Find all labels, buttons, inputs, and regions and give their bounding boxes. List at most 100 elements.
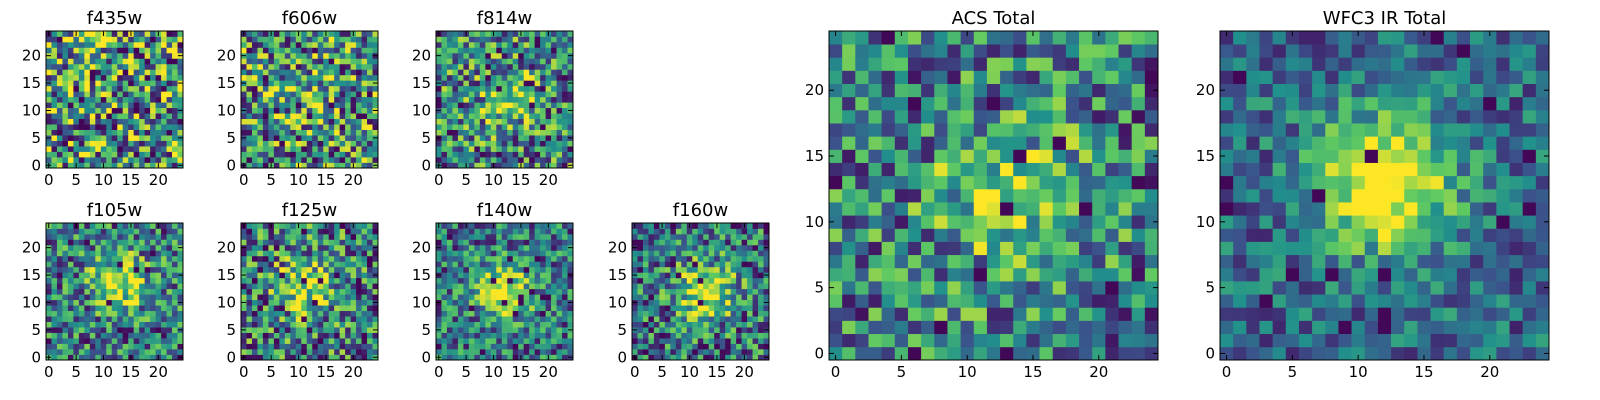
heatmap-cell — [642, 299, 649, 306]
heatmap-cell — [301, 343, 308, 350]
heatmap-cell — [1118, 202, 1133, 216]
heatmap-cell — [736, 310, 742, 317]
heatmap-cell — [534, 250, 541, 257]
heatmap-cell — [334, 321, 340, 328]
heatmap-cell — [452, 135, 459, 141]
heatmap-cell — [273, 261, 280, 268]
heatmap-cell — [268, 299, 275, 306]
heatmap-cell — [290, 266, 297, 273]
heatmap-cell — [306, 288, 313, 295]
heatmap-cell — [128, 244, 135, 251]
heatmap-cell — [166, 52, 173, 59]
heatmap-cell — [241, 118, 247, 125]
heatmap-cell — [1131, 215, 1146, 229]
heatmap-cell — [177, 239, 184, 246]
heatmap-cell — [111, 255, 118, 262]
heatmap-cell — [540, 305, 546, 312]
heatmap-cell — [73, 135, 80, 141]
heatmap-cell — [736, 261, 742, 268]
heatmap-cell — [496, 36, 503, 43]
heatmap-cell — [529, 316, 535, 322]
heatmap-cell — [133, 135, 140, 141]
heatmap-cell — [334, 250, 340, 257]
heatmap-cell — [133, 223, 140, 229]
heatmap-cell — [496, 162, 503, 169]
heatmap-cell — [452, 277, 459, 284]
heatmap-cell — [350, 310, 357, 317]
heatmap-cell — [144, 228, 151, 235]
heatmap-cell — [117, 113, 124, 120]
heatmap-cell — [150, 283, 156, 290]
heatmap-cell — [177, 140, 184, 147]
heatmap-cell — [144, 96, 151, 103]
heatmap-cell — [479, 91, 486, 98]
heatmap-cell — [523, 63, 530, 70]
heatmap-cell — [1013, 162, 1027, 177]
heatmap-cell — [490, 261, 497, 268]
heatmap-cell — [241, 255, 247, 262]
heatmap-cell — [441, 343, 448, 350]
heatmap-cell — [84, 283, 91, 290]
heatmap-cell — [747, 310, 753, 317]
heatmap-cell — [111, 41, 118, 48]
heatmap-cell — [545, 310, 552, 317]
heatmap-cell — [868, 162, 882, 177]
heatmap-cell — [708, 223, 715, 229]
heatmap-cell — [106, 118, 113, 125]
heatmap-cell — [95, 354, 102, 361]
heatmap-cell — [664, 272, 671, 279]
heatmap-cell — [301, 31, 308, 37]
heatmap-cell — [708, 354, 715, 361]
heatmap-cell — [78, 277, 85, 284]
heatmap-cell — [829, 175, 843, 190]
heatmap-cell — [675, 223, 682, 229]
heatmap-cell — [350, 102, 357, 109]
heatmap-cell — [241, 102, 247, 109]
heatmap-cell — [73, 294, 80, 301]
heatmap-cell — [567, 151, 574, 158]
heatmap-cell — [51, 102, 58, 109]
heatmap-cell — [246, 146, 253, 152]
heatmap-cell — [62, 310, 69, 317]
heatmap-cell — [334, 332, 340, 339]
heatmap-cell — [128, 283, 135, 290]
heatmap-cell — [501, 41, 508, 48]
heatmap-cell — [150, 321, 156, 328]
heatmap-cell — [273, 223, 280, 229]
heatmap-cell — [122, 223, 129, 229]
heatmap-cell — [111, 294, 118, 301]
heatmap-cell — [1052, 307, 1067, 321]
heatmap-cell — [95, 321, 102, 328]
heatmap-cell — [468, 288, 475, 295]
heatmap-cell — [73, 113, 80, 120]
heatmap-cell — [246, 58, 253, 65]
heatmap-cell — [268, 310, 275, 317]
heatmap-cell — [62, 228, 69, 235]
heatmap-cell — [659, 283, 666, 290]
heatmap-cell — [648, 305, 655, 312]
heatmap-cell — [512, 41, 519, 48]
heatmap-cell — [150, 107, 156, 114]
heatmap-cell — [367, 255, 373, 262]
heatmap-cell — [166, 41, 173, 48]
heatmap-cell — [523, 52, 530, 59]
heatmap-cell — [339, 31, 346, 37]
heatmap-cell — [317, 244, 324, 251]
heatmap-cell — [284, 349, 291, 355]
heatmap-cell — [317, 102, 324, 109]
heatmap-cell — [241, 239, 247, 246]
heatmap-cell — [881, 267, 896, 282]
heatmap-cell — [485, 250, 492, 257]
heatmap-cell — [150, 338, 156, 344]
heatmap-cell — [312, 299, 319, 306]
heatmap-cell — [446, 338, 453, 344]
heatmap-cell — [150, 74, 156, 81]
heatmap-cell — [763, 233, 770, 240]
heatmap-cell — [361, 69, 368, 76]
heatmap-cell — [257, 294, 264, 301]
heatmap-cell — [279, 244, 286, 251]
heatmap-cell — [692, 354, 699, 361]
heatmap-cell — [62, 223, 69, 229]
heatmap-cell — [73, 239, 80, 246]
heatmap-cell — [468, 113, 475, 120]
